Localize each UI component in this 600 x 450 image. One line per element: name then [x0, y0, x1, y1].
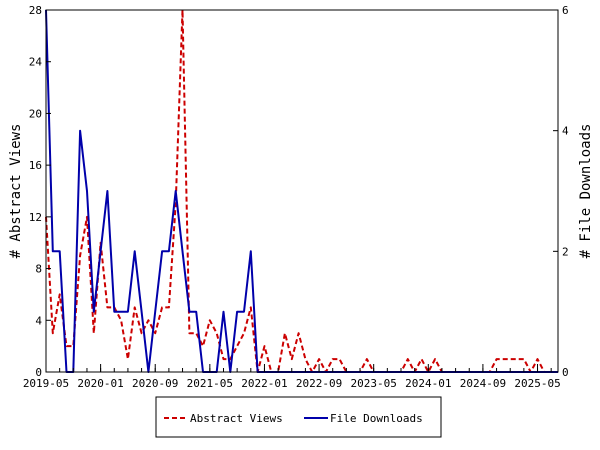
y-right-tick-label: 6: [562, 4, 569, 17]
x-tick-label: 2024-09: [460, 377, 506, 390]
y-axis-left-title: # Abstract Views: [8, 124, 24, 259]
x-tick-label: 2020-01: [77, 377, 123, 390]
plot-frame: [45, 9, 559, 373]
y-left-tick-label: 28: [29, 4, 42, 17]
x-tick-label: 2021-05: [187, 377, 233, 390]
y-axis-right-title: # File Downloads: [578, 124, 594, 259]
chart-axes: 2019-05 2020-01 2020-09 2021-05 2022-01 2022-…: [23, 4, 569, 390]
y-right-tick-label: 2: [562, 245, 569, 258]
legend-box: [155, 396, 442, 438]
x-tick-label: 2019-05: [23, 377, 69, 390]
y-left-tick-label: 8: [35, 263, 42, 276]
x-tick-label: 2022-01: [241, 377, 287, 390]
x-tick-label: 2024-01: [405, 377, 451, 390]
x-tick-label: 2020-09: [132, 377, 178, 390]
y-left-tick-label: 4: [35, 314, 42, 327]
y-left-tick-label: 16: [29, 159, 42, 172]
y-left-tick-label: 0: [35, 366, 42, 379]
x-tick-label: 2025-05: [514, 377, 560, 390]
x-tick-label: 2022-09: [296, 377, 342, 390]
y-left-tick-label: 24: [29, 56, 43, 69]
y-left-tick-label: 20: [29, 107, 42, 120]
y-right-tick-label: 0: [562, 366, 569, 379]
y-left-tick-label: 12: [29, 211, 42, 224]
y-right-tick-label: 4: [562, 125, 569, 138]
legend: Abstract Views File Downloads: [155, 396, 442, 438]
x-tick-label: 2023-05: [351, 377, 397, 390]
legend-label-abstract-views: Abstract Views: [190, 412, 283, 425]
legend-label-file-downloads: File Downloads: [330, 412, 423, 425]
